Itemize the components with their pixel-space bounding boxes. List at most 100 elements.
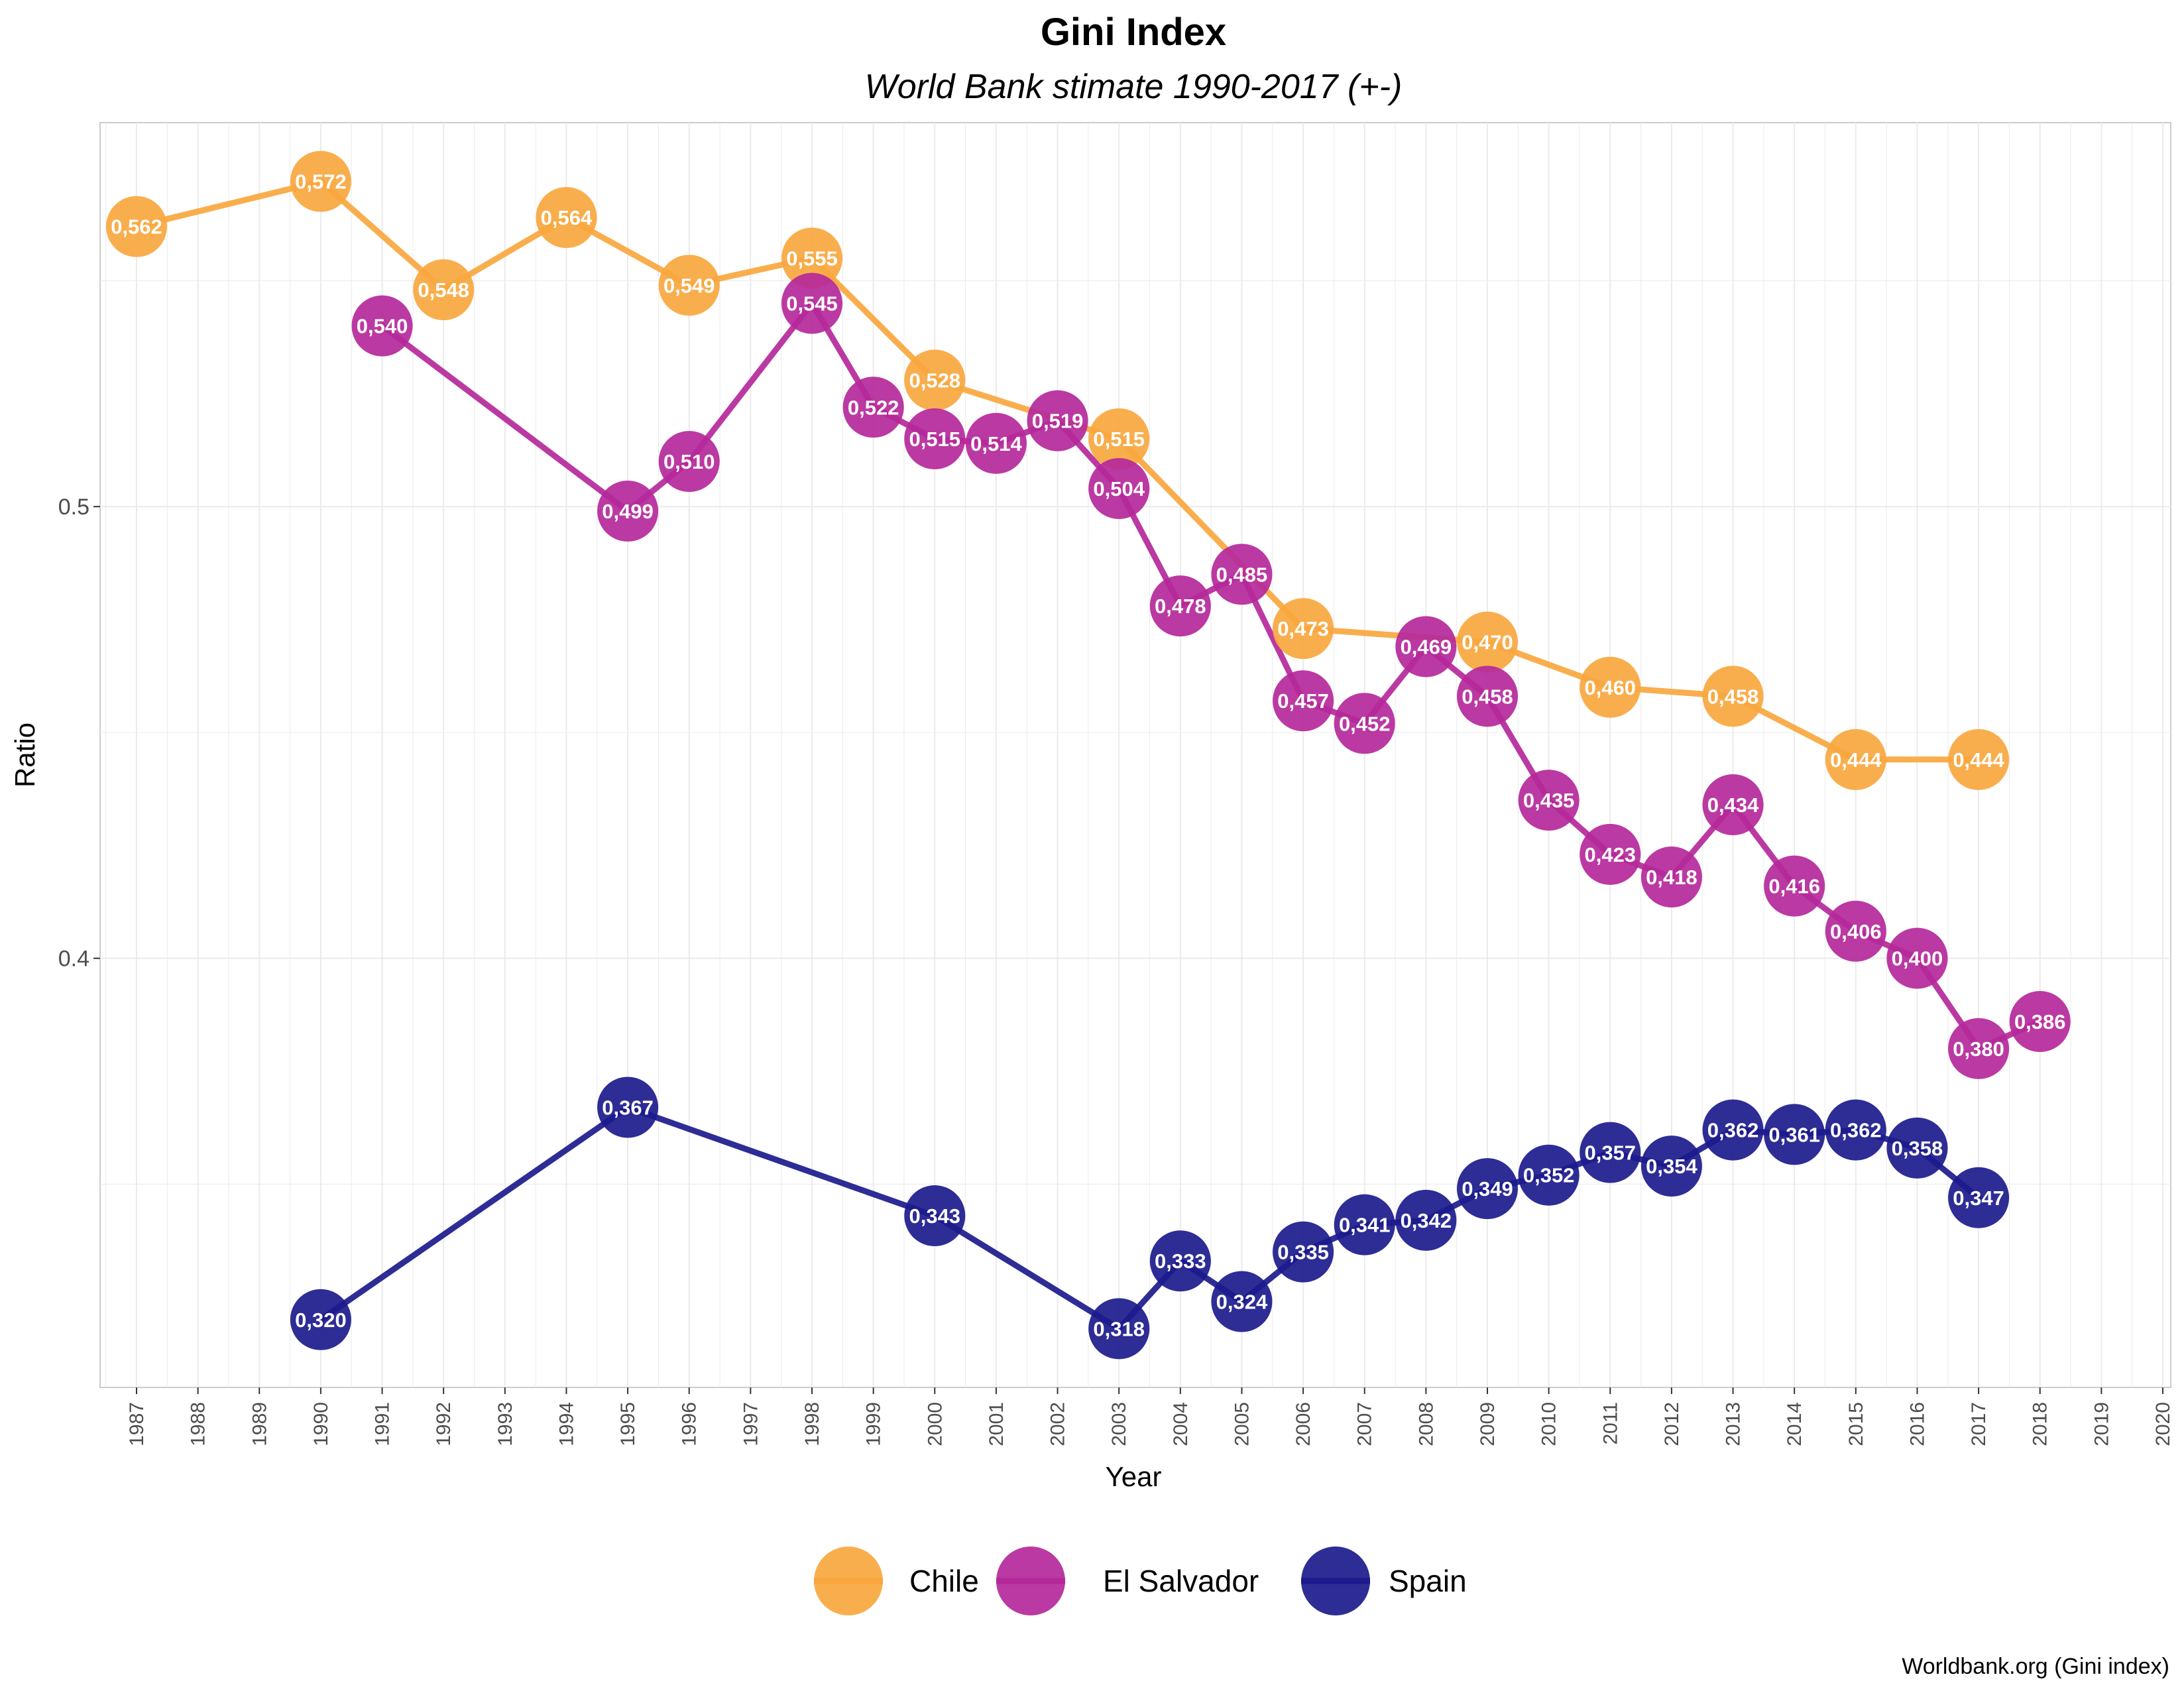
data-point-el-salvador	[351, 295, 413, 357]
data-point-el-salvador	[1886, 927, 1948, 989]
x-tick-label: 2020	[2152, 1402, 2174, 1446]
legend: Chile El Salvador Spain	[814, 1546, 1467, 1615]
data-label-el-salvador: 0,434	[1707, 793, 1759, 817]
y-tick-label: 0.4	[58, 947, 89, 972]
data-label-el-salvador: 0,510	[663, 450, 715, 473]
data-label-el-salvador: 0,522	[848, 396, 899, 419]
data-label-spain: 0,347	[1953, 1187, 2004, 1210]
data-point-spain	[904, 1185, 966, 1247]
x-tick-label: 2003	[1108, 1402, 1130, 1446]
data-point-chile	[1825, 729, 1886, 790]
data-label-el-salvador: 0,469	[1401, 635, 1452, 658]
data-label-spain: 0,361	[1768, 1123, 1820, 1146]
data-label-chile: 0,444	[1830, 748, 1882, 772]
x-tick-label: 1997	[740, 1402, 762, 1446]
x-tick-label: 2017	[1968, 1402, 1990, 1446]
x-tick-label: 2015	[1845, 1402, 1867, 1446]
data-point-chile	[1088, 408, 1150, 469]
data-label-el-salvador: 0,400	[1892, 947, 1943, 970]
data-point-spain	[1149, 1230, 1211, 1292]
data-label-el-salvador: 0,423	[1584, 843, 1636, 866]
data-label-chile: 0,548	[418, 278, 469, 302]
x-tick-label: 1998	[801, 1402, 823, 1446]
data-point-spain	[1764, 1104, 1825, 1165]
data-label-spain: 0,354	[1646, 1155, 1697, 1178]
data-point-el-salvador	[1088, 457, 1150, 519]
data-label-chile: 0,564	[541, 206, 593, 229]
series-points: 0,562 0,572 0,548 0,564 0,549 0,555 0,528 0,515…	[106, 150, 2071, 1360]
x-tick-label: 1994	[555, 1402, 577, 1446]
x-tick-label: 2008	[1415, 1402, 1437, 1446]
data-label-el-salvador: 0,485	[1216, 563, 1268, 586]
data-label-spain: 0,333	[1155, 1250, 1206, 1273]
data-label-el-salvador: 0,504	[1093, 477, 1145, 500]
data-point-el-salvador	[1640, 846, 1702, 907]
data-point-chile	[1273, 598, 1334, 660]
data-point-spain	[1211, 1271, 1273, 1332]
x-tick-label: 2005	[1231, 1402, 1253, 1446]
data-point-el-salvador	[1334, 693, 1395, 754]
x-tick-label: 1999	[863, 1402, 885, 1446]
data-point-spain	[1825, 1099, 1886, 1161]
data-label-chile: 0,515	[1093, 428, 1145, 451]
legend-label-spain: Spain	[1389, 1564, 1467, 1598]
data-label-el-salvador: 0,386	[2014, 1010, 2066, 1033]
data-point-spain	[1640, 1136, 1702, 1197]
data-point-el-salvador	[1580, 823, 1641, 885]
chart-subtitle: World Bank stimate 1990-2017 (+-)	[865, 68, 1403, 106]
x-tick-label: 2019	[2091, 1402, 2112, 1446]
data-point-el-salvador	[1518, 770, 1580, 831]
data-point-el-salvador	[1457, 666, 1518, 727]
data-label-chile: 0,444	[1953, 748, 2004, 772]
x-tick-label: 1988	[188, 1402, 209, 1446]
y-axis-title: Ratio	[9, 723, 40, 787]
x-tick-label: 2006	[1293, 1402, 1314, 1446]
data-point-chile	[106, 196, 167, 257]
x-tick-label: 1995	[617, 1402, 639, 1446]
x-tick-label: 2013	[1723, 1402, 1745, 1446]
data-point-chile	[1702, 666, 1764, 727]
data-label-el-salvador: 0,435	[1523, 789, 1575, 812]
data-point-spain	[1395, 1189, 1457, 1251]
data-label-spain: 0,358	[1892, 1137, 1943, 1160]
data-point-chile	[1457, 611, 1518, 673]
data-point-el-salvador	[1702, 774, 1764, 835]
data-point-el-salvador	[1149, 575, 1211, 637]
data-label-chile: 0,549	[663, 274, 715, 297]
data-label-spain: 0,362	[1707, 1119, 1759, 1142]
plot-panel-border	[99, 122, 2171, 1388]
data-point-el-salvador	[1764, 855, 1825, 917]
data-point-el-salvador	[597, 481, 659, 542]
data-point-chile	[1948, 729, 2010, 790]
data-point-el-salvador	[1948, 1018, 2010, 1079]
data-point-chile	[1580, 656, 1641, 718]
data-label-spain: 0,335	[1277, 1241, 1329, 1264]
data-label-el-salvador: 0,540	[357, 315, 408, 338]
x-tick-label: 2012	[1661, 1402, 1683, 1446]
data-label-chile: 0,458	[1707, 685, 1759, 708]
data-label-chile: 0,473	[1277, 617, 1329, 640]
x-tick-label: 1989	[249, 1402, 270, 1446]
data-label-chile: 0,562	[111, 215, 162, 239]
data-label-el-salvador: 0,452	[1339, 712, 1391, 735]
data-point-el-salvador	[1027, 390, 1088, 451]
data-point-el-salvador	[842, 377, 904, 438]
grid-lines	[100, 123, 2171, 1387]
data-label-spain: 0,318	[1093, 1317, 1145, 1340]
data-point-chile	[536, 187, 597, 249]
data-label-spain: 0,343	[909, 1204, 960, 1228]
data-point-el-salvador	[904, 408, 966, 469]
data-label-el-salvador: 0,457	[1277, 689, 1329, 713]
x-tick-label: 2000	[924, 1402, 946, 1446]
data-label-spain: 0,320	[295, 1309, 347, 1332]
data-point-el-salvador	[965, 412, 1027, 474]
data-point-el-salvador	[1273, 670, 1334, 732]
data-point-spain	[1702, 1099, 1764, 1161]
data-label-el-salvador: 0,478	[1155, 595, 1206, 618]
data-label-el-salvador: 0,545	[786, 292, 838, 316]
x-tick-label: 2001	[986, 1402, 1007, 1446]
chart-caption: Worldbank.org (Gini index)	[1902, 1654, 2169, 1679]
x-tick-label: 2009	[1477, 1402, 1499, 1446]
data-point-el-salvador	[658, 431, 720, 493]
